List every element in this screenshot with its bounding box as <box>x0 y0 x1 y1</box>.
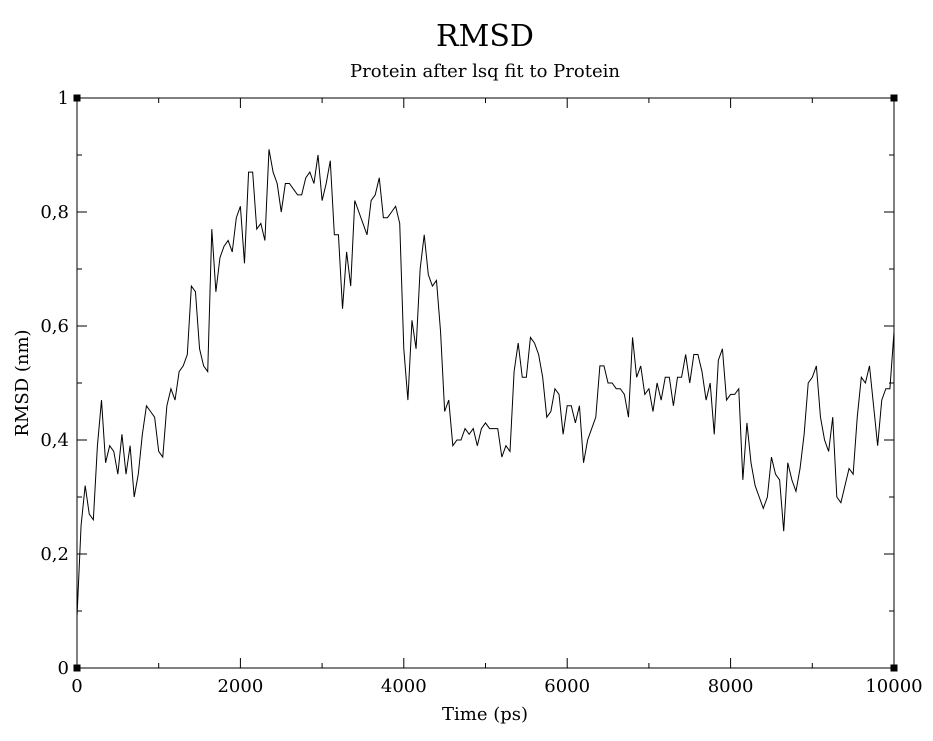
corner-markers <box>73 94 898 672</box>
x-tick-label: 10000 <box>865 676 922 697</box>
x-tick-label: 0 <box>71 676 82 697</box>
x-tick-label: 6000 <box>544 676 590 697</box>
y-tick-label: 0,4 <box>40 430 69 451</box>
y-tick-label: 0,8 <box>40 202 69 223</box>
x-tick-label: 2000 <box>217 676 263 697</box>
chart-subtitle: Protein after lsq fit to Protein <box>350 61 620 82</box>
corner-marker <box>890 94 898 102</box>
corner-marker <box>73 94 81 102</box>
y-tick-label: 0,6 <box>40 316 69 337</box>
y-tick-label: 0 <box>58 658 69 679</box>
x-tick-label: 8000 <box>708 676 754 697</box>
y-tick-label: 1 <box>58 88 69 109</box>
ticks-layer: 0 2000 4000 6000 8000 10000 0 0,2 0,4 0,6 0,8 1 <box>40 88 922 697</box>
y-axis-label: RMSD (nm) <box>12 329 33 436</box>
rmsd-series-line <box>76 149 895 617</box>
chart-title: RMSD <box>436 19 534 54</box>
y-tick-label: 0,2 <box>40 544 69 565</box>
corner-marker <box>890 664 898 672</box>
series-layer <box>76 149 895 617</box>
x-axis-label: Time (ps) <box>442 704 528 725</box>
corner-marker <box>73 664 81 672</box>
plot-frame <box>76 97 895 669</box>
x-tick-label: 4000 <box>381 676 427 697</box>
